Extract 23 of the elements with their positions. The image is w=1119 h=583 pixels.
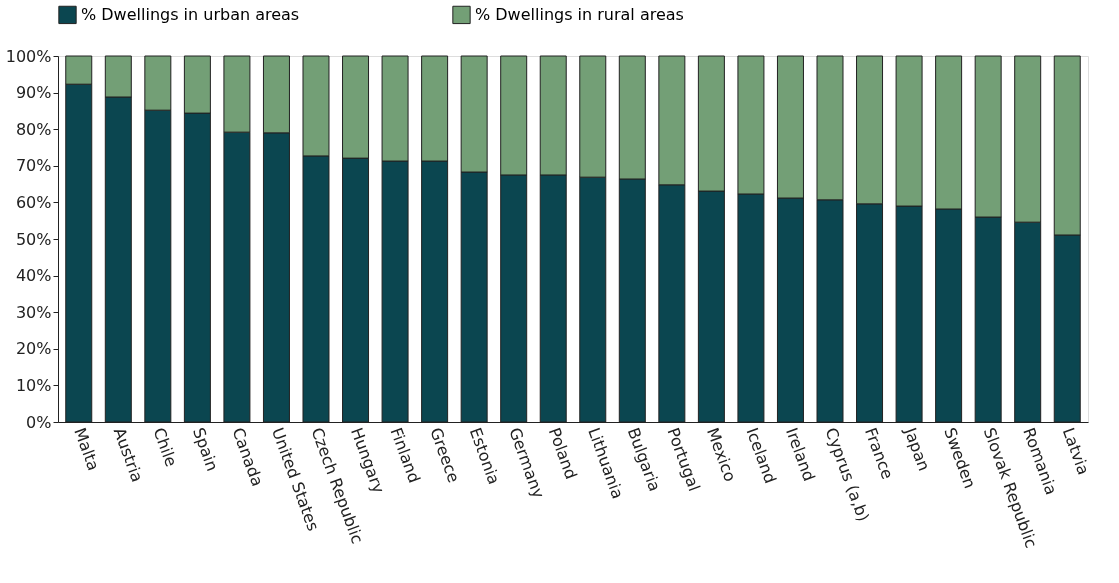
x-tick-label: Mexico [702, 425, 740, 485]
y-tick-label: 100% [5, 46, 52, 66]
legend-label: % Dwellings in urban areas [81, 4, 300, 24]
y-tick-label: 40% [15, 266, 52, 286]
legend-label: % Dwellings in rural areas [475, 4, 684, 24]
y-tick-label: 90% [15, 83, 52, 103]
x-tick-label: Latvia [1058, 425, 1094, 478]
x-tick-label: Canada [228, 425, 268, 489]
x-tick-label: Estonia [465, 425, 504, 487]
y-tick-label: 70% [15, 156, 52, 176]
x-tick-label: Spain [188, 425, 223, 474]
x-tick-label: France [861, 425, 898, 482]
y-tick-label: 30% [15, 302, 52, 322]
y-tick-label: 20% [15, 339, 52, 359]
y-tick-label: 0% [26, 412, 52, 432]
x-tick-label: Greece [426, 425, 464, 486]
y-tick-label: 80% [15, 119, 52, 139]
x-tick-label: Chile [149, 425, 181, 470]
x-tick-label: Japan [900, 424, 934, 474]
y-tick-label: 60% [15, 192, 52, 212]
y-tick-label: 10% [15, 375, 52, 395]
x-tick-label: Malta [70, 425, 104, 474]
y-tick-label: 50% [15, 229, 52, 249]
